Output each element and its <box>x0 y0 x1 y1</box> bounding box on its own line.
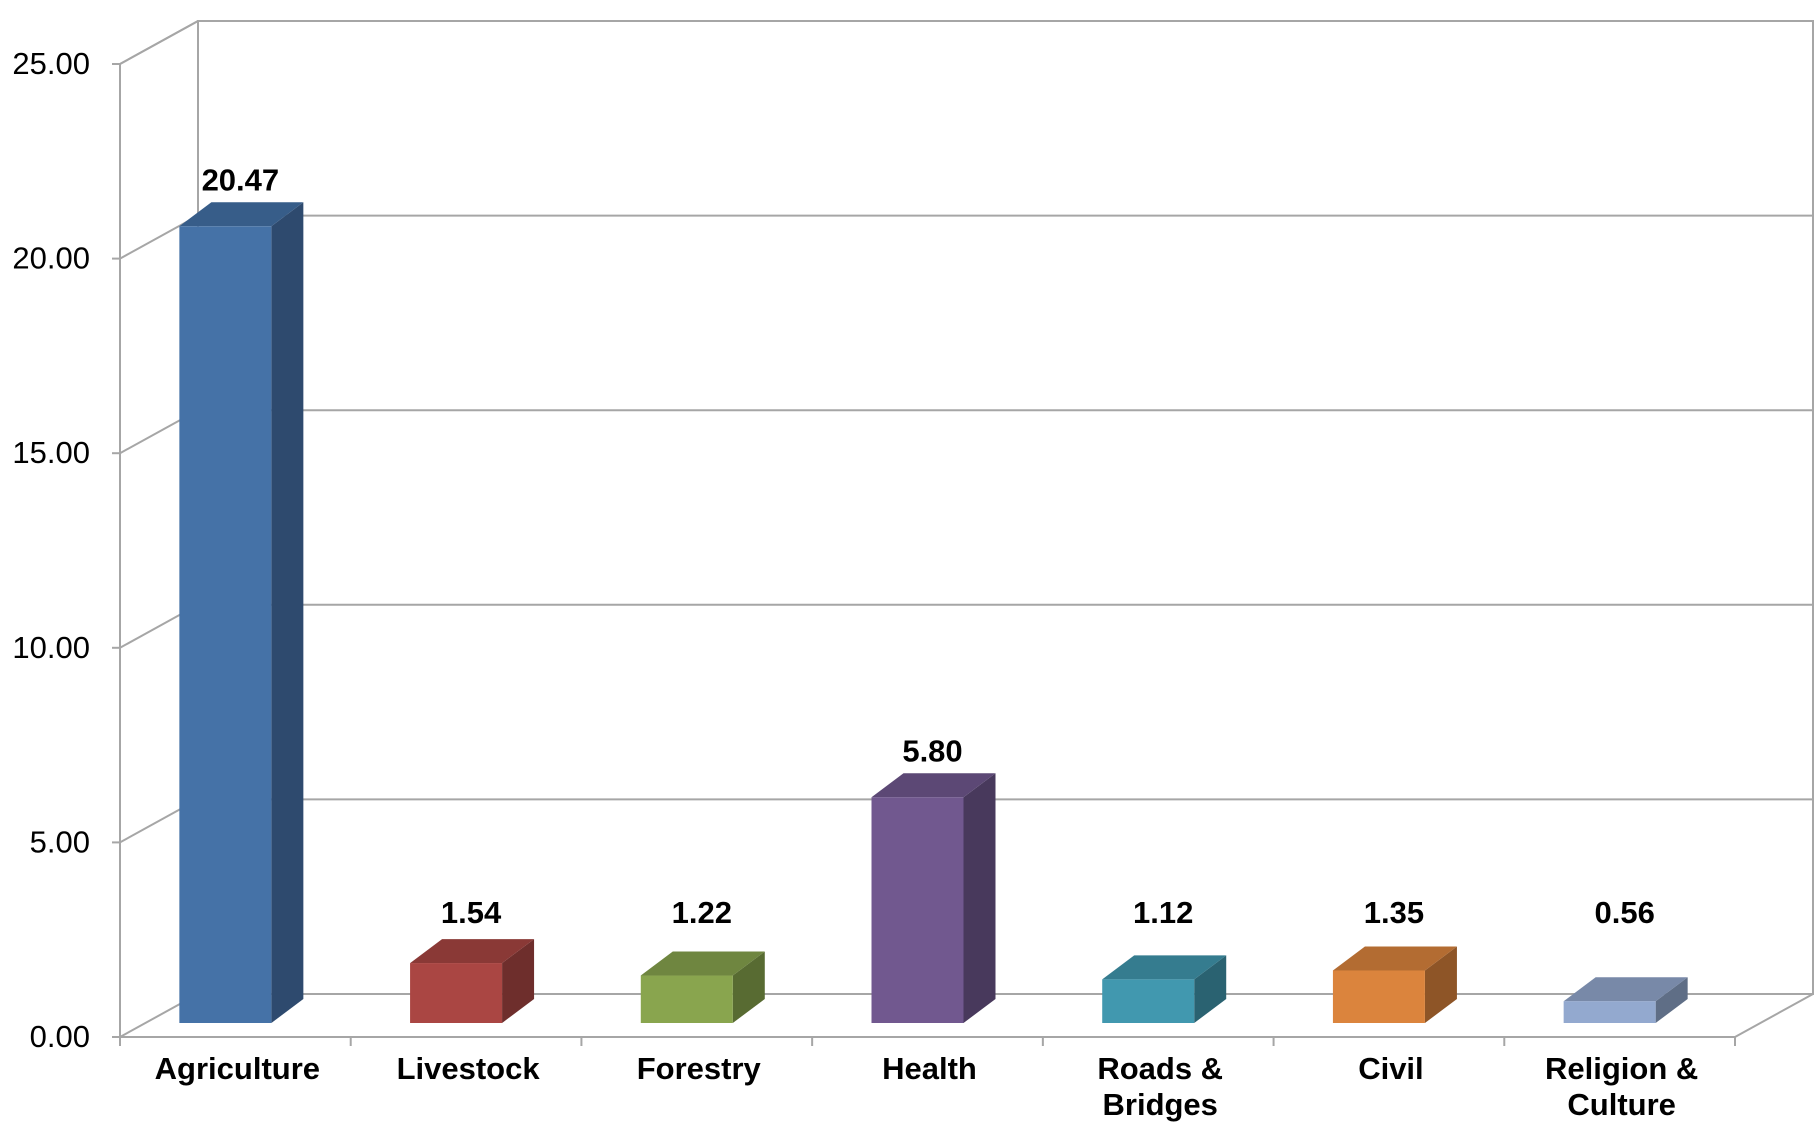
data-label: 1.22 <box>672 895 732 930</box>
x-tick-label: Agriculture <box>155 1051 320 1086</box>
chart-bars: 20.47 1.54 1.22 5.80 1.12 1.35 0.56 <box>179 162 1688 1023</box>
data-label: 20.47 <box>202 162 280 197</box>
bar-side <box>1655 977 1688 1023</box>
x-tick-label: Religion & Culture <box>1545 1051 1698 1122</box>
bar-front <box>1563 1001 1656 1023</box>
back-wall <box>197 20 1814 995</box>
bar-front <box>1102 979 1195 1023</box>
data-label: 1.12 <box>1133 895 1193 930</box>
bar-front <box>1332 970 1425 1023</box>
bar-front <box>410 963 503 1023</box>
bar <box>1102 955 1227 1023</box>
bar-top <box>1102 955 1227 980</box>
y-tick-label: 0.00 <box>30 1019 90 1054</box>
bar-top <box>179 202 304 227</box>
chart-gridlines <box>119 20 1813 844</box>
bar-front <box>179 226 272 1023</box>
x-tick-label-line: Forestry <box>637 1051 762 1086</box>
y-tick-label: 25.00 <box>12 46 90 81</box>
data-label: 5.80 <box>902 733 962 768</box>
data-label: 0.56 <box>1594 895 1654 930</box>
x-tick-label: Forestry <box>637 1051 762 1086</box>
y-tick-label: 15.00 <box>12 435 90 470</box>
bar-top <box>871 773 996 798</box>
x-tick-label: Roads & Bridges <box>1097 1051 1223 1122</box>
x-axis: Agriculture Livestock Forestry Health Roads … <box>119 1037 1736 1122</box>
bar-front <box>871 797 964 1023</box>
bar <box>871 773 996 1023</box>
data-label: 1.35 <box>1364 895 1424 930</box>
bar <box>1332 946 1457 1023</box>
x-tick-label-line: Health <box>882 1051 977 1086</box>
gridline-side <box>119 20 199 65</box>
floor <box>119 993 1814 1038</box>
x-tick-label-line: Livestock <box>397 1051 541 1086</box>
y-tick-label: 20.00 <box>12 241 90 276</box>
bar-top <box>640 951 765 976</box>
bar-top <box>1332 946 1457 971</box>
bar-side <box>1424 946 1457 1023</box>
x-tick-label: Health <box>882 1051 977 1086</box>
bar-top <box>410 939 535 964</box>
x-tick-label: Livestock <box>397 1051 541 1086</box>
x-tick-label: Civil <box>1358 1051 1423 1086</box>
x-tick-label-line: Roads & <box>1097 1051 1223 1086</box>
bar <box>410 939 535 1023</box>
bar-side <box>271 202 304 1023</box>
bar <box>179 202 304 1023</box>
x-tick-label-line: Culture <box>1567 1087 1676 1122</box>
bar-front <box>640 975 733 1023</box>
bar-side <box>1194 955 1227 1023</box>
x-tick-label-line: Religion & <box>1545 1051 1698 1086</box>
x-tick-label-line: Civil <box>1358 1051 1423 1086</box>
data-label: 1.54 <box>441 895 502 930</box>
bar-side <box>732 951 765 1023</box>
y-axis: 0.00 5.00 10.00 15.00 20.00 25.00 <box>12 46 120 1054</box>
bar <box>640 951 765 1023</box>
bar-top <box>1563 977 1688 1002</box>
x-tick-label-line: Agriculture <box>155 1051 320 1086</box>
x-tick-label-line: Bridges <box>1103 1087 1218 1122</box>
y-tick-label: 10.00 <box>12 630 90 665</box>
bar <box>1563 977 1688 1023</box>
bar-side <box>502 939 535 1023</box>
y-tick-label: 5.00 <box>30 824 90 859</box>
bar-side <box>963 773 996 1023</box>
